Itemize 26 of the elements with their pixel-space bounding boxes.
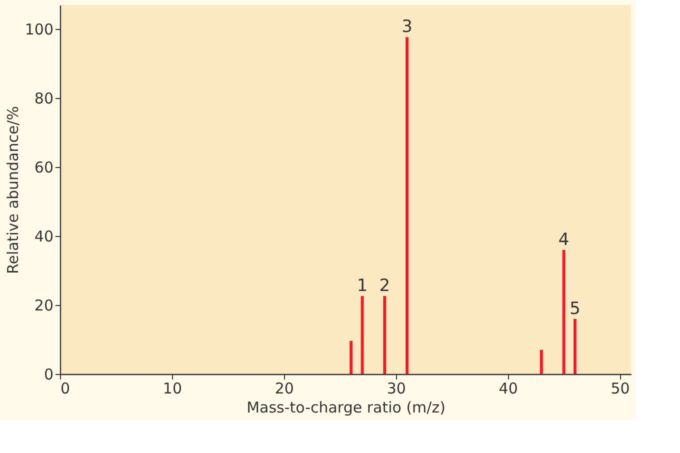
annotation: 5 [570,298,580,319]
bar [350,340,353,374]
annotation: 3 [402,17,412,38]
y-tick-label: 60 [34,158,54,177]
x-tick-label: 10 [162,380,182,398]
x-tick-label: 30 [386,380,406,398]
x-tick-label: 20 [274,380,294,398]
y-tick-label: 100 [24,20,54,39]
bar [406,37,409,374]
bar [562,250,566,374]
bar [360,296,364,374]
y-axis-title: Relative abundance/% [4,106,22,274]
x-tick-label: 50 [610,380,630,398]
bar [540,350,543,374]
x-tick-label: 0 [60,380,70,398]
annotation: 1 [356,276,368,296]
annotation: 4 [558,230,570,250]
y-tick-label: 20 [34,296,54,315]
y-tick-label: 40 [34,228,54,246]
bar [574,318,577,374]
annotation: 2 [379,276,390,296]
x-tick-label: 40 [498,380,518,398]
x-axis-title: Mass-to-charge ratio (m/z) [246,398,446,416]
y-tick-label: 0 [44,366,54,384]
y-tick-label: 80 [34,90,54,108]
bar [383,296,386,374]
